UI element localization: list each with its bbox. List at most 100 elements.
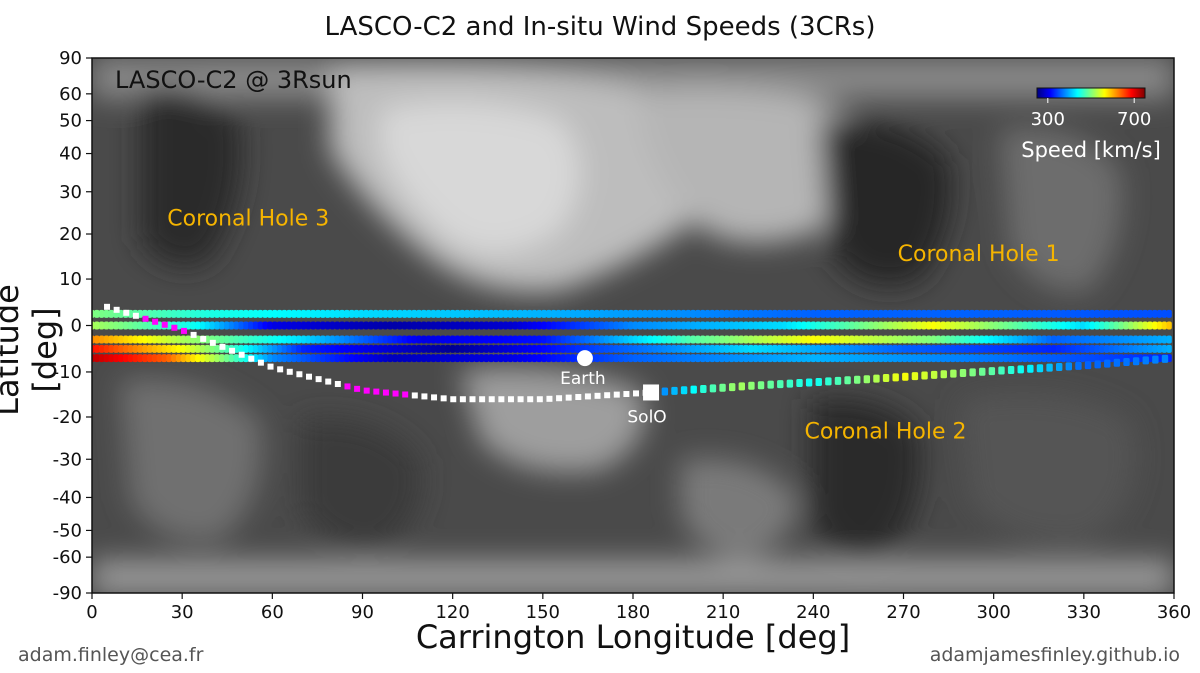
wind-speed-point	[1104, 344, 1110, 353]
wind-speed-point	[998, 354, 1004, 363]
wind-speed-point	[700, 321, 706, 330]
wind-speed-point	[661, 354, 667, 363]
wind-speed-point	[300, 354, 307, 363]
wind-speed-point	[209, 344, 215, 353]
y-tick-label: 50	[59, 111, 82, 132]
wind-speed-point	[1147, 335, 1153, 344]
solo-marker	[643, 384, 660, 401]
wind-speed-point	[512, 335, 518, 344]
wind-speed-point	[647, 321, 653, 330]
wind-speed-point	[979, 309, 985, 318]
solo-trajectory-point	[450, 396, 457, 403]
wind-speed-point	[560, 344, 566, 353]
wind-speed-point	[175, 344, 182, 353]
wind-speed-point	[1060, 335, 1066, 344]
wind-speed-point	[392, 344, 398, 353]
solo-speed-point	[959, 369, 967, 378]
wind-speed-point	[560, 335, 566, 344]
wind-speed-point	[570, 344, 576, 353]
wind-speed-point	[127, 344, 134, 353]
wind-speed-point	[950, 321, 956, 330]
wind-speed-point	[228, 309, 235, 318]
wind-speed-point	[522, 321, 528, 330]
solo-trajectory-point	[527, 396, 534, 403]
solo-trajectory	[104, 303, 1169, 403]
wind-speed-point	[1089, 309, 1095, 318]
wind-speed-point	[728, 309, 735, 318]
wind-speed-point	[204, 309, 211, 318]
wind-speed-point	[166, 335, 172, 344]
solo-trajectory-point	[633, 390, 640, 397]
wind-speed-point	[1108, 354, 1115, 363]
wind-speed-point	[1108, 309, 1115, 318]
wind-speed-point	[921, 354, 927, 363]
wind-speed-point	[661, 344, 667, 353]
solo-trajectory-point	[190, 331, 197, 338]
wind-speed-point	[719, 321, 725, 330]
wind-speed-point	[262, 321, 268, 330]
wind-speed-point	[483, 321, 489, 330]
wind-speed-point	[108, 321, 114, 330]
wind-speed-point	[608, 335, 614, 344]
solo-speed-point	[1084, 361, 1092, 370]
wind-speed-point	[969, 344, 975, 353]
wind-speed-point	[738, 321, 744, 330]
wind-speed-point	[219, 321, 225, 330]
wind-speed-point	[733, 335, 739, 344]
solo-speed-point	[940, 370, 947, 379]
wind-speed-point	[1007, 354, 1014, 363]
wind-speed-point	[887, 321, 893, 330]
wind-speed-point	[652, 354, 658, 363]
wind-speed-point	[286, 344, 292, 353]
wind-speed-point	[637, 344, 643, 353]
wind-speed-point	[921, 321, 927, 330]
wind-speed-point	[897, 344, 903, 353]
wind-speed-point	[565, 344, 571, 353]
solo-trajectory-point	[411, 392, 418, 399]
wind-speed-point	[464, 321, 470, 330]
solo-trajectory-point	[286, 368, 293, 375]
wind-speed-point	[296, 354, 302, 363]
solo-speed-point	[1123, 358, 1130, 367]
wind-speed-point	[339, 344, 345, 353]
wind-speed-point	[959, 354, 966, 363]
wind-speed-point	[974, 344, 980, 353]
wind-speed-point	[724, 309, 730, 318]
wind-speed-point	[305, 354, 311, 363]
wind-speed-point	[1051, 309, 1057, 318]
wind-speed-point	[99, 321, 105, 330]
wind-speed-point	[276, 354, 283, 363]
wind-speed-point	[935, 354, 941, 363]
wind-speed-point	[276, 335, 283, 344]
wind-speed-point	[603, 354, 610, 363]
wind-speed-point	[849, 344, 855, 353]
solo-trajectory-point	[238, 351, 245, 358]
wind-speed-point	[854, 344, 860, 353]
wind-speed-point	[988, 309, 994, 318]
wind-speed-point	[478, 354, 485, 363]
wind-speed-point	[772, 335, 778, 344]
wind-speed-point	[320, 344, 326, 353]
wind-speed-point	[1070, 321, 1076, 330]
colorbar-gradient	[1036, 87, 1146, 99]
wind-speed-point	[1041, 309, 1047, 318]
wind-speed-point	[748, 321, 754, 330]
wind-speed-point	[1099, 321, 1105, 330]
wind-speed-point	[353, 321, 360, 330]
x-tick-label: 210	[706, 602, 740, 623]
wind-speed-point	[488, 335, 494, 344]
wind-speed-point	[1003, 344, 1009, 353]
wind-speed-point	[1142, 321, 1148, 330]
wind-speed-point	[680, 321, 687, 330]
wind-speed-point	[397, 321, 403, 330]
wind-speed-point	[286, 321, 292, 330]
wind-speed-point	[955, 335, 961, 344]
wind-speed-point	[349, 354, 355, 363]
wind-speed-point	[1012, 354, 1018, 363]
wind-speed-point	[863, 344, 869, 353]
wind-speed-point	[483, 335, 489, 344]
wind-speed-point	[690, 354, 696, 363]
wind-speed-point	[248, 344, 254, 353]
wind-speed-point	[1084, 321, 1091, 330]
wind-speed-point	[753, 354, 759, 363]
